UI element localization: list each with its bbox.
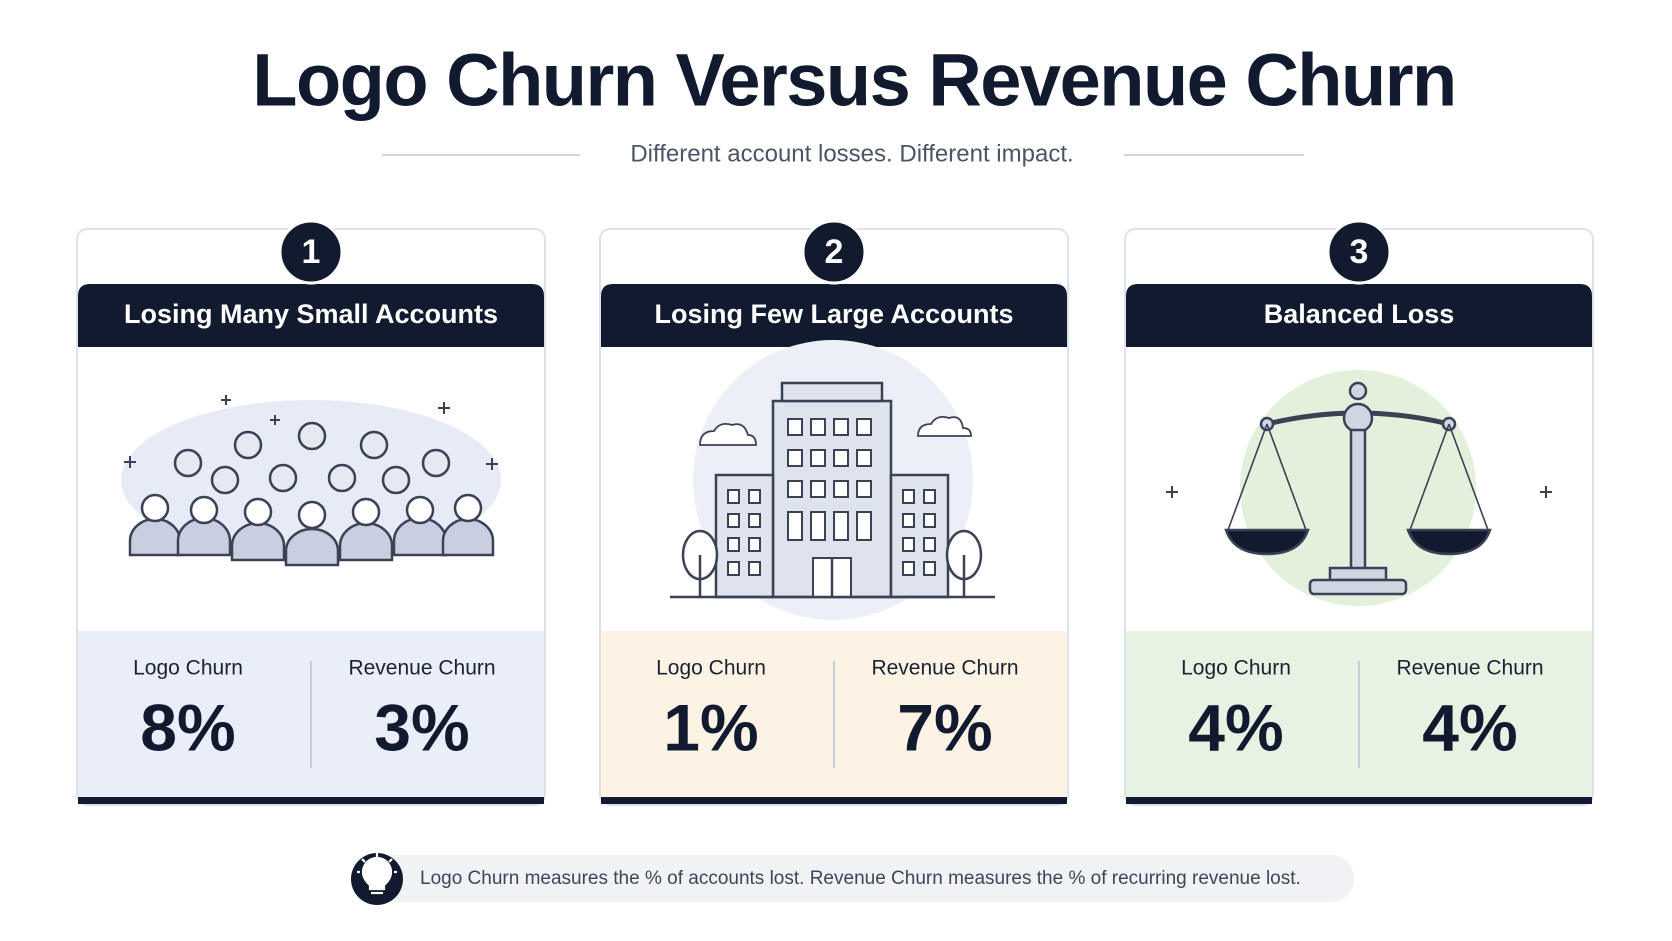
page-subtitle: Different account losses. Different impa…	[630, 140, 1073, 167]
card-title: Balanced Loss	[1264, 299, 1455, 329]
stat-value: 1%	[663, 690, 758, 764]
stat-value: 8%	[140, 690, 235, 764]
stat-label: Revenue Churn	[871, 657, 1018, 680]
stat-label: Logo Churn	[656, 657, 766, 680]
lightbulb-glyph	[357, 853, 397, 895]
card-bottom-bar	[601, 797, 1067, 804]
page-title: Logo Churn Versus Revenue Churn	[252, 39, 1455, 122]
card-header-band	[601, 284, 1067, 347]
stat-label: Revenue Churn	[348, 657, 495, 680]
stat-value: 7%	[897, 690, 992, 764]
stat-label: Revenue Churn	[1396, 657, 1543, 680]
card-header-band	[78, 284, 544, 347]
scale-illustration	[1166, 370, 1552, 606]
step-number: 1	[302, 233, 321, 271]
people-illustration	[121, 395, 501, 567]
step-badge	[278, 219, 344, 285]
stat-value: 4%	[1188, 690, 1283, 764]
step-number: 3	[1350, 233, 1369, 271]
stat-value: 3%	[374, 690, 469, 764]
stat-label: Logo Churn	[1181, 657, 1291, 680]
step-badge	[1326, 219, 1392, 285]
footer-pill	[354, 855, 1354, 902]
card-bottom-bar	[1126, 797, 1592, 804]
stat-label: Logo Churn	[133, 657, 243, 680]
step-badge	[801, 219, 867, 285]
card-bottom-bar	[78, 797, 544, 804]
step-number: 2	[825, 233, 844, 271]
card-header-band	[1126, 284, 1592, 347]
stat-value: 4%	[1422, 690, 1517, 764]
card-title: Losing Many Small Accounts	[124, 299, 498, 329]
building-illustration	[670, 340, 995, 620]
card-title: Losing Few Large Accounts	[654, 299, 1013, 329]
footer-note: Logo Churn measures the % of accounts lo…	[420, 868, 1301, 889]
